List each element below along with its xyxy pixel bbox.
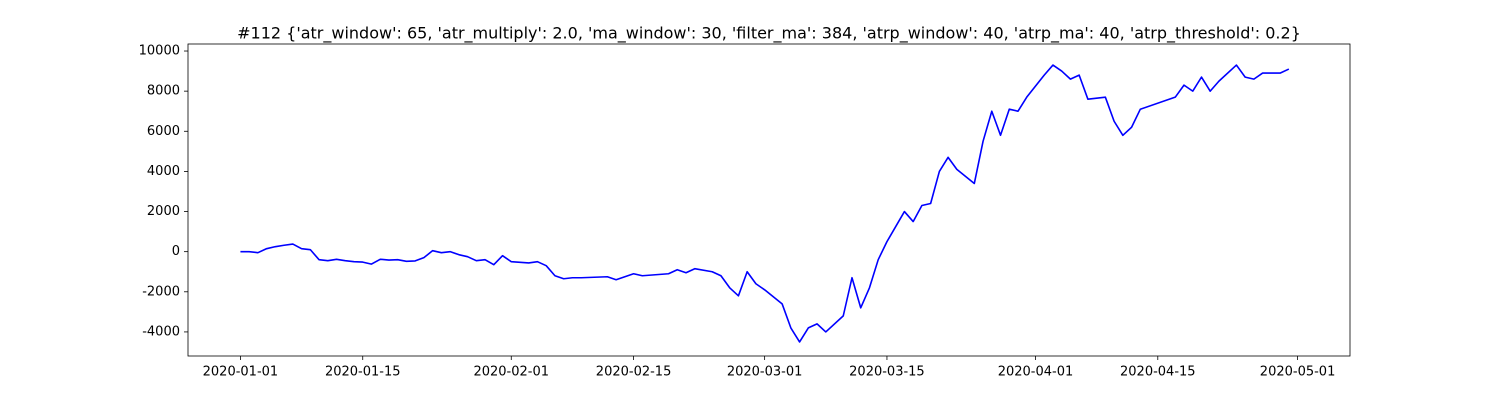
x-tick-label: 2020-04-15 [1120,365,1196,380]
x-tick-label: 2020-01-15 [325,365,401,380]
line [240,64,1290,343]
y-tick-label: 10000 [139,44,180,59]
x-tick-label: 2020-01-01 [203,365,279,380]
x-tick-label: 2020-05-01 [1260,365,1336,380]
x-tick-label: 2020-02-01 [473,365,549,380]
y-tick-label: -2000 [142,284,180,299]
y-tick-label: 4000 [147,164,180,179]
plot-frame [187,43,1351,357]
y-tick-label: 8000 [147,84,180,99]
x-tick-label: 2020-04-01 [998,365,1074,380]
y-tick-label: 6000 [147,124,180,139]
y-tick-label: 2000 [147,204,180,219]
x-tick-label: 2020-02-15 [596,365,672,380]
y-tick-label: -4000 [142,324,180,339]
chart-title: #112 {'atr_window': 65, 'atr_multiply': … [237,24,1301,44]
y-tick-label: 0 [172,244,180,259]
x-tick-label: 2020-03-01 [727,365,803,380]
x-tick-label: 2020-03-15 [849,365,925,380]
